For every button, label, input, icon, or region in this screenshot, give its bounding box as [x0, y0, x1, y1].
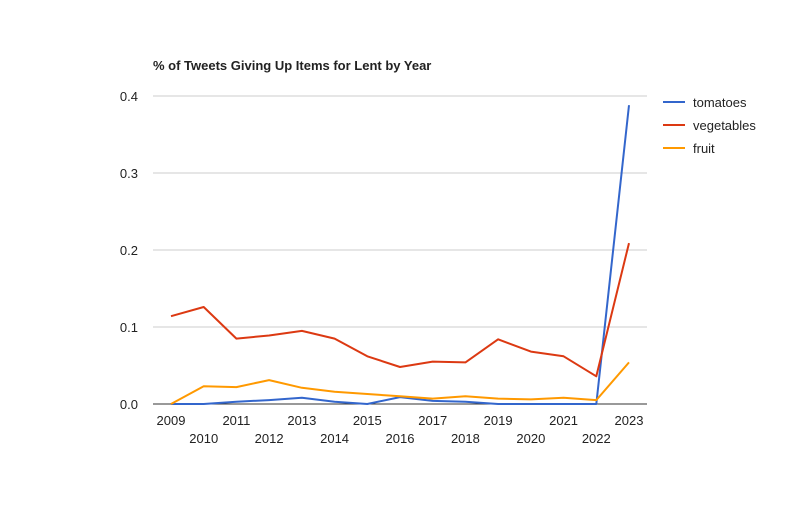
x-tick-label: 2017: [418, 413, 447, 428]
chart-title: % of Tweets Giving Up Items for Lent by …: [153, 58, 431, 73]
y-tick-label: 0.0: [120, 397, 138, 412]
x-tick-label: 2016: [386, 431, 415, 446]
y-tick-label: 0.2: [120, 243, 138, 258]
x-tick-label: 2022: [582, 431, 611, 446]
x-tick-label: 2019: [484, 413, 513, 428]
x-tick-label: 2014: [320, 431, 349, 446]
y-axis-ticks: 0.0 0.1 0.2 0.3 0.4: [120, 89, 138, 412]
x-tick-label: 2011: [222, 413, 250, 428]
x-tick-label: 2021: [549, 413, 578, 428]
x-tick-label: 2012: [255, 431, 284, 446]
y-tick-label: 0.4: [120, 89, 138, 104]
series-lines: [170, 105, 630, 405]
legend: tomatoes vegetables fruit: [663, 95, 756, 156]
legend-label-vegetables: vegetables: [693, 118, 756, 133]
series-line-vegetables: [170, 242, 630, 378]
series-line-tomatoes: [171, 105, 630, 405]
y-tick-label: 0.1: [120, 320, 138, 335]
x-tick-label: 2009: [157, 413, 186, 428]
legend-label-tomatoes: tomatoes: [693, 95, 747, 110]
x-tick-label: 2010: [189, 431, 218, 446]
x-tick-label: 2015: [353, 413, 382, 428]
x-tick-label: 2020: [516, 431, 545, 446]
gridlines: [153, 95, 647, 405]
x-tick-label: 2013: [287, 413, 316, 428]
legend-label-fruit: fruit: [693, 141, 715, 156]
x-tick-label: 2023: [615, 413, 644, 428]
x-axis-ticks: 2009201020112012201320142015201620172018…: [157, 413, 644, 446]
y-tick-label: 0.3: [120, 166, 138, 181]
series-line-fruit: [170, 361, 630, 405]
x-tick-label: 2018: [451, 431, 480, 446]
